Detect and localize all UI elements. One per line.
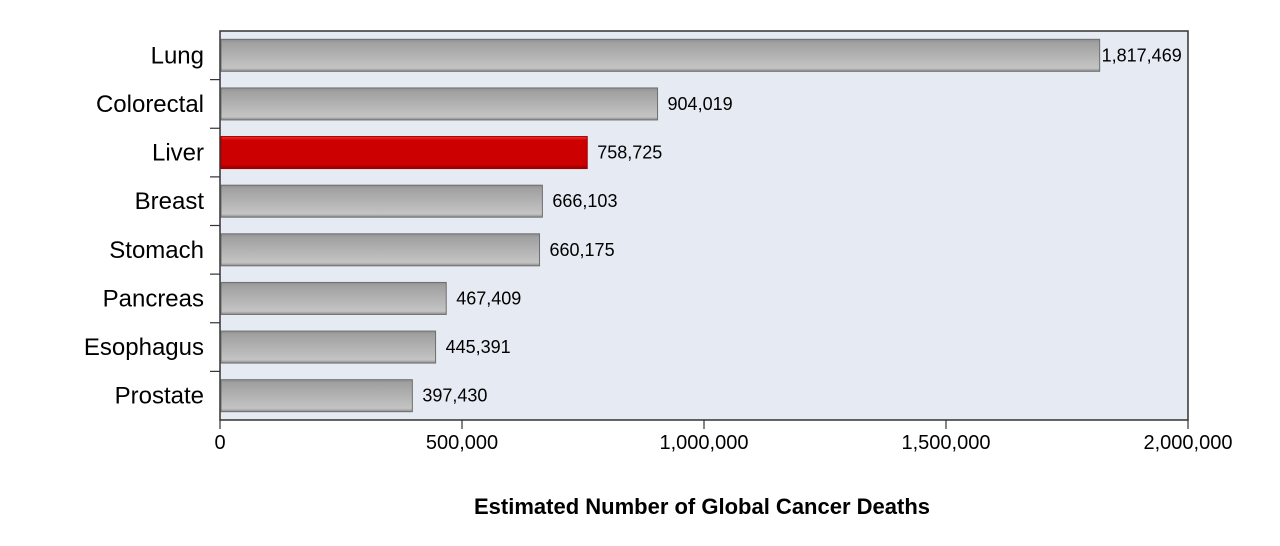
bar-stomach — [220, 233, 541, 267]
category-label: Colorectal — [96, 91, 204, 118]
bar-esophagus — [220, 330, 437, 364]
value-label: 467,409 — [456, 288, 521, 308]
value-label: 660,175 — [550, 240, 615, 260]
x-tick-label: 2,000,000 — [1144, 432, 1233, 454]
x-axis-title: Estimated Number of Global Cancer Deaths — [474, 494, 930, 519]
value-label: 397,430 — [422, 386, 487, 406]
value-label: 904,019 — [668, 94, 733, 114]
bar-prostate — [220, 379, 413, 413]
bar-pancreas — [220, 281, 447, 315]
x-tick-label: 1,000,000 — [660, 432, 749, 454]
bar-breast — [220, 184, 543, 218]
x-tick-label: 500,000 — [426, 432, 498, 454]
category-label: Esophagus — [84, 334, 204, 361]
value-label: 666,103 — [552, 191, 617, 211]
category-label: Lung — [151, 42, 204, 69]
category-label: Stomach — [109, 237, 204, 264]
bar-liver — [220, 136, 588, 170]
value-label: 758,725 — [597, 143, 662, 163]
value-label: 1,817,469 — [1102, 45, 1182, 65]
category-label: Prostate — [115, 383, 204, 410]
x-tick-label: 0 — [214, 432, 225, 454]
category-label: Liver — [152, 140, 204, 167]
category-label: Pancreas — [103, 285, 204, 312]
value-label: 445,391 — [446, 337, 511, 357]
x-tick-label: 1,500,000 — [902, 432, 991, 454]
bar-colorectal — [220, 87, 659, 121]
category-label: Breast — [135, 188, 205, 215]
bar-lung — [220, 38, 1101, 72]
